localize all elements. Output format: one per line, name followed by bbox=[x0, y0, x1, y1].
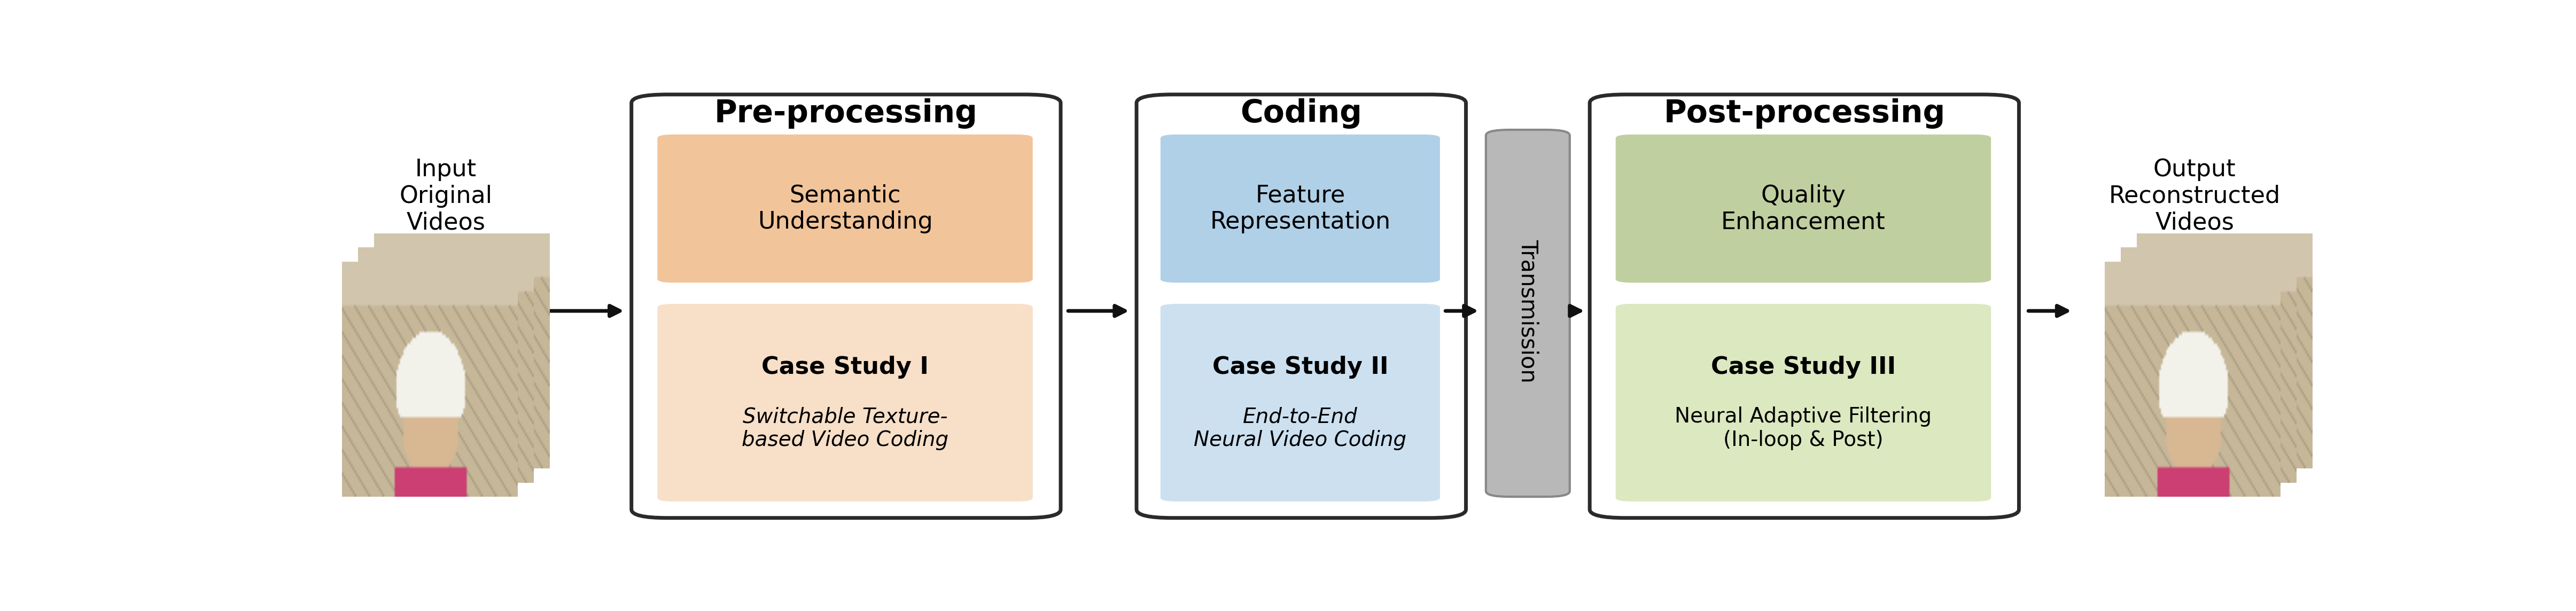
FancyBboxPatch shape bbox=[1615, 134, 1991, 283]
FancyBboxPatch shape bbox=[1162, 304, 1440, 502]
FancyBboxPatch shape bbox=[1486, 130, 1569, 497]
FancyBboxPatch shape bbox=[1589, 95, 2020, 518]
FancyBboxPatch shape bbox=[1136, 95, 1466, 518]
Text: Case Study II: Case Study II bbox=[1213, 356, 1388, 379]
FancyBboxPatch shape bbox=[631, 95, 1061, 518]
FancyBboxPatch shape bbox=[1615, 304, 1991, 502]
Text: Case Study I: Case Study I bbox=[762, 356, 930, 379]
Text: Post-processing: Post-processing bbox=[1664, 98, 1945, 128]
Text: Coding: Coding bbox=[1242, 98, 1363, 128]
FancyBboxPatch shape bbox=[657, 304, 1033, 502]
Text: Transmission: Transmission bbox=[1517, 239, 1538, 382]
Text: Pre-processing: Pre-processing bbox=[714, 98, 979, 128]
Text: End-to-End
Neural Video Coding: End-to-End Neural Video Coding bbox=[1193, 407, 1406, 450]
Text: Switchable Texture-
based Video Coding: Switchable Texture- based Video Coding bbox=[742, 407, 948, 450]
Text: Case Study III: Case Study III bbox=[1710, 356, 1896, 379]
Text: Feature
Representation: Feature Representation bbox=[1211, 184, 1391, 233]
FancyBboxPatch shape bbox=[1162, 134, 1440, 283]
Text: Semantic
Understanding: Semantic Understanding bbox=[757, 184, 933, 233]
Text: Quality
Enhancement: Quality Enhancement bbox=[1721, 184, 1886, 233]
Text: Input
Original
Videos: Input Original Videos bbox=[399, 158, 492, 234]
Text: Neural Adaptive Filtering
(In-loop & Post): Neural Adaptive Filtering (In-loop & Pos… bbox=[1674, 407, 1932, 450]
FancyBboxPatch shape bbox=[657, 134, 1033, 283]
Text: Output
Reconstructed
Videos: Output Reconstructed Videos bbox=[2110, 158, 2280, 234]
